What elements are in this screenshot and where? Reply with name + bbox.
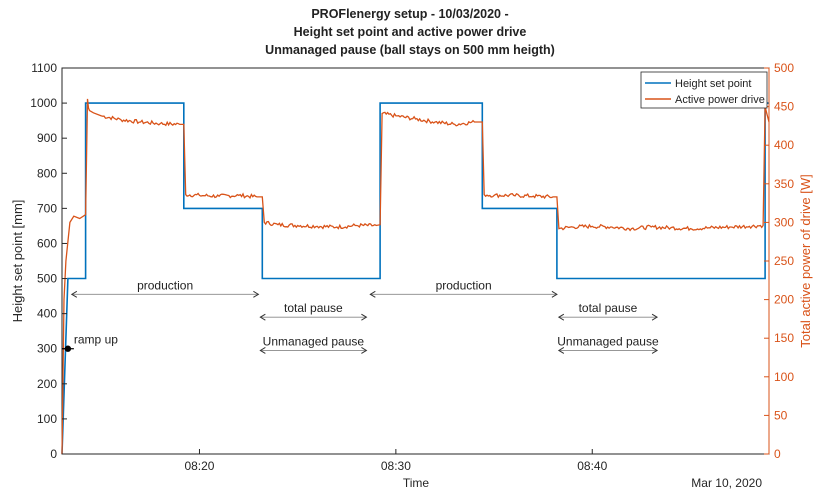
chart-title-line-1: PROFlenergy setup - 10/03/2020 - bbox=[311, 7, 508, 21]
left-tick-label: 700 bbox=[37, 201, 57, 215]
span-arrowhead-left bbox=[557, 313, 565, 321]
x-tick-label: 08:40 bbox=[577, 459, 607, 473]
left-tick-label: 0 bbox=[50, 447, 57, 461]
right-tick-label: 0 bbox=[774, 447, 781, 461]
span-arrowhead-left bbox=[70, 290, 78, 298]
span-arrowhead-right bbox=[253, 290, 260, 298]
left-tick-label: 300 bbox=[37, 342, 57, 356]
right-tick-label: 200 bbox=[774, 293, 794, 307]
span-label: Unmanaged pause bbox=[263, 334, 365, 348]
left-tick-label: 600 bbox=[37, 236, 57, 250]
left-axis-ticks: 0 100 200 300 400 500 600 700 800 900 1000 1100 bbox=[30, 61, 67, 461]
left-tick-label: 500 bbox=[37, 272, 57, 286]
x-axis-date-label: Mar 10, 2020 bbox=[691, 476, 762, 490]
right-tick-label: 100 bbox=[774, 370, 794, 384]
annotations: ramp up production total pause production to… bbox=[61, 278, 659, 354]
span-arrowhead-left bbox=[557, 347, 565, 354]
left-tick-label: 900 bbox=[37, 131, 57, 145]
left-tick-label: 1000 bbox=[30, 96, 57, 110]
ramp-up-label: ramp up bbox=[74, 333, 118, 347]
span-arrowhead-right bbox=[651, 313, 659, 321]
right-tick-label: 500 bbox=[774, 61, 794, 75]
span-label: total pause bbox=[284, 301, 343, 315]
x-axis-label: Time bbox=[403, 476, 430, 490]
right-tick-label: 450 bbox=[774, 100, 794, 114]
span-arrowhead-right bbox=[551, 290, 558, 298]
legend-label-height-set-point: Height set point bbox=[675, 78, 751, 90]
left-tick-label: 100 bbox=[37, 412, 57, 426]
chart-title-line-2: Height set point and active power drive bbox=[294, 25, 527, 39]
span-arrowhead-right bbox=[361, 347, 368, 354]
right-tick-label: 150 bbox=[774, 331, 794, 345]
right-tick-label: 250 bbox=[774, 254, 794, 268]
span-label: total pause bbox=[579, 301, 638, 315]
plot-area bbox=[61, 67, 770, 455]
x-tick-label: 08:30 bbox=[381, 459, 411, 473]
right-tick-label: 350 bbox=[774, 177, 794, 191]
y-axis-right-label: Total active power of drive [W] bbox=[798, 174, 813, 347]
right-axis-ticks: 0 50 100 150 200 250 300 350 400 450 500 bbox=[764, 61, 794, 461]
y-axis-left-label: Height set point [mm] bbox=[10, 200, 25, 323]
span-arrowhead-right bbox=[361, 313, 368, 321]
span-arrowhead-left bbox=[369, 290, 376, 298]
left-tick-label: 400 bbox=[37, 307, 57, 321]
left-tick-label: 800 bbox=[37, 166, 57, 180]
span-arrowhead-right bbox=[651, 347, 659, 354]
span-arrowhead-left bbox=[259, 313, 266, 321]
right-tick-label: 400 bbox=[774, 138, 794, 152]
right-tick-label: 50 bbox=[774, 408, 788, 422]
x-axis-ticks: 08:20 08:30 08:40 bbox=[184, 449, 608, 473]
legend: Height set point Active power drive bbox=[640, 71, 768, 109]
legend-box bbox=[640, 71, 768, 109]
legend-label-active-power-drive: Active power drive bbox=[675, 94, 765, 106]
span-label: production bbox=[137, 278, 193, 292]
right-tick-label: 300 bbox=[774, 215, 794, 229]
span-arrowhead-left bbox=[259, 347, 266, 354]
series-line-height-set-point bbox=[61, 102, 769, 455]
x-tick-label: 08:20 bbox=[184, 459, 214, 473]
span-label: production bbox=[436, 278, 492, 292]
series-line-active-power-drive bbox=[61, 98, 770, 455]
left-tick-label: 1100 bbox=[31, 61, 57, 75]
span-label: Unmanaged pause bbox=[557, 334, 659, 348]
left-tick-label: 200 bbox=[37, 377, 57, 391]
chart-title-line-3: Unmanaged pause (ball stays on 500 mm he… bbox=[265, 43, 555, 57]
